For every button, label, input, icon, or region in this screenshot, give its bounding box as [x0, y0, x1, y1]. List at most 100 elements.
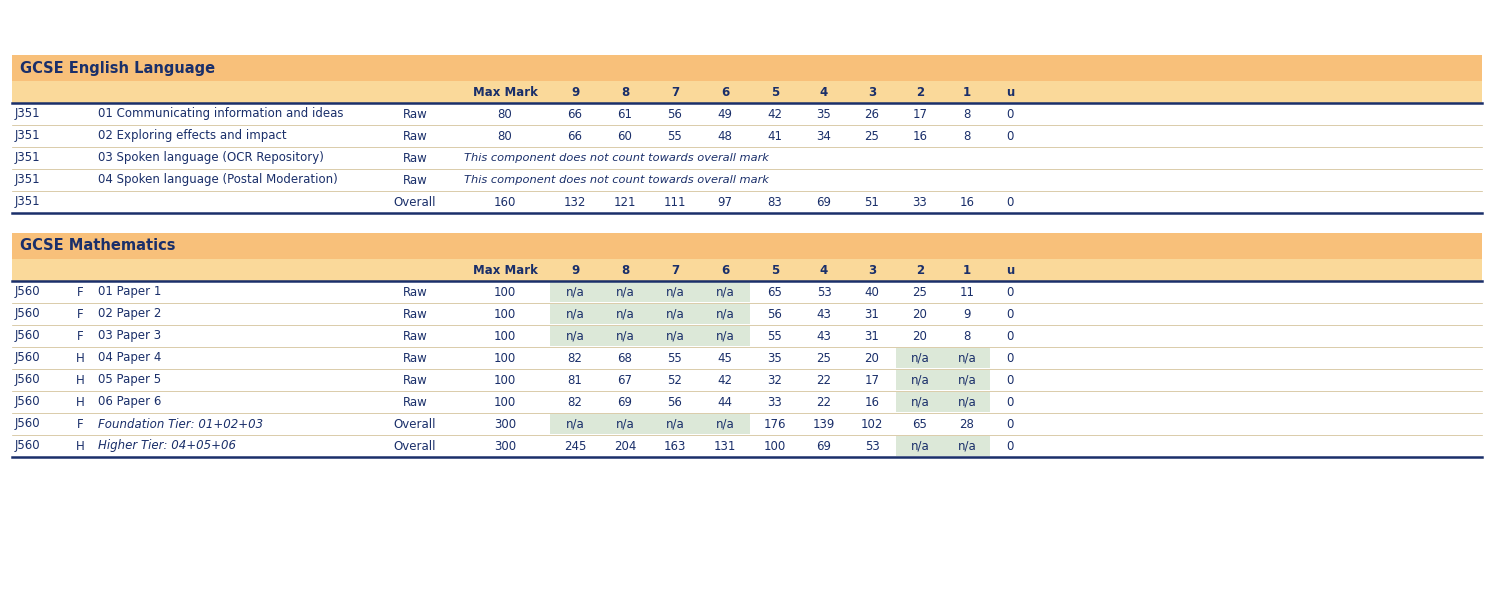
Text: 35: 35 [768, 352, 783, 365]
Text: 245: 245 [563, 440, 586, 453]
Text: 81: 81 [568, 374, 583, 387]
Text: 56: 56 [668, 108, 683, 121]
Text: 16: 16 [913, 129, 928, 143]
Bar [550, 414, 601, 434]
Text: 7: 7 [671, 264, 680, 276]
Text: 68: 68 [617, 352, 632, 365]
Text: 01 Communicating information and ideas: 01 Communicating information and ideas [99, 108, 344, 121]
Bar [12, 169, 1482, 191]
Bar [701, 282, 750, 302]
Text: 102: 102 [861, 418, 883, 431]
Text: 139: 139 [813, 418, 835, 431]
Text: J560: J560 [15, 396, 40, 409]
Text: F: F [76, 308, 84, 321]
Text: 22: 22 [817, 374, 832, 387]
Bar [12, 191, 1482, 213]
Text: Overall: Overall [394, 440, 436, 453]
Text: 69: 69 [617, 396, 632, 409]
Text: n/a: n/a [616, 330, 635, 343]
Bar [944, 392, 991, 412]
Text: J351: J351 [15, 129, 40, 143]
Text: 02 Paper 2: 02 Paper 2 [99, 308, 161, 321]
Text: 31: 31 [865, 308, 880, 321]
Text: 43: 43 [817, 330, 832, 343]
Text: J351: J351 [15, 108, 40, 121]
Text: 132: 132 [563, 195, 586, 208]
Text: 2: 2 [916, 264, 925, 276]
Text: 0: 0 [1007, 195, 1014, 208]
Text: 25: 25 [913, 286, 928, 299]
Text: 67: 67 [617, 374, 632, 387]
Text: 9: 9 [571, 86, 580, 99]
Bar [601, 326, 650, 346]
Bar [12, 413, 1482, 435]
Text: 9: 9 [571, 264, 580, 276]
Text: 65: 65 [913, 418, 928, 431]
Text: 04 Paper 4: 04 Paper 4 [99, 352, 161, 365]
Bar [896, 370, 944, 390]
Text: 2: 2 [916, 86, 925, 99]
Text: 55: 55 [768, 330, 783, 343]
Text: J560: J560 [15, 286, 40, 299]
Text: 0: 0 [1007, 396, 1014, 409]
Text: 01 Paper 1: 01 Paper 1 [99, 286, 161, 299]
Text: J351: J351 [15, 173, 40, 187]
Text: 28: 28 [959, 418, 974, 431]
Text: 8: 8 [622, 264, 629, 276]
Bar [550, 326, 601, 346]
Bar [650, 326, 701, 346]
Text: n/a: n/a [616, 418, 635, 431]
Text: n/a: n/a [666, 418, 684, 431]
Text: 176: 176 [763, 418, 786, 431]
Text: 06 Paper 6: 06 Paper 6 [99, 396, 161, 409]
Text: GCSE Mathematics: GCSE Mathematics [19, 239, 175, 254]
Text: n/a: n/a [616, 308, 635, 321]
Bar [12, 369, 1482, 391]
Text: H: H [76, 440, 84, 453]
Text: J560: J560 [15, 352, 40, 365]
Text: 33: 33 [768, 396, 783, 409]
Text: Max Mark: Max Mark [472, 264, 538, 276]
Bar [12, 125, 1482, 147]
Text: 25: 25 [865, 129, 880, 143]
Text: 9: 9 [964, 308, 971, 321]
Text: n/a: n/a [716, 330, 735, 343]
Bar [650, 282, 701, 302]
Text: u: u [1005, 264, 1014, 276]
Text: n/a: n/a [716, 308, 735, 321]
Bar [701, 326, 750, 346]
Text: n/a: n/a [566, 418, 584, 431]
Text: Raw: Raw [402, 374, 427, 387]
Text: 61: 61 [617, 108, 632, 121]
Bar [12, 391, 1482, 413]
Text: 66: 66 [568, 129, 583, 143]
Bar [701, 414, 750, 434]
Text: 6: 6 [722, 264, 729, 276]
Text: 8: 8 [964, 108, 971, 121]
Text: 31: 31 [865, 330, 880, 343]
Bar [12, 281, 1482, 303]
Text: 0: 0 [1007, 129, 1014, 143]
Text: 40: 40 [865, 286, 880, 299]
Text: 100: 100 [495, 396, 515, 409]
Text: 97: 97 [717, 195, 732, 208]
Text: n/a: n/a [958, 352, 977, 365]
Text: 0: 0 [1007, 308, 1014, 321]
Text: F: F [76, 418, 84, 431]
Bar [550, 304, 601, 324]
Bar [896, 348, 944, 368]
Text: 100: 100 [495, 286, 515, 299]
Text: 83: 83 [768, 195, 783, 208]
Bar [12, 55, 1482, 81]
Text: Raw: Raw [402, 396, 427, 409]
Text: 16: 16 [959, 195, 974, 208]
Text: 1: 1 [964, 86, 971, 99]
Bar [12, 435, 1482, 457]
Text: 5: 5 [771, 264, 780, 276]
Text: 66: 66 [568, 108, 583, 121]
Bar [601, 414, 650, 434]
Bar [12, 233, 1482, 259]
Bar [944, 348, 991, 368]
Text: Raw: Raw [402, 330, 427, 343]
Text: Raw: Raw [402, 108, 427, 121]
